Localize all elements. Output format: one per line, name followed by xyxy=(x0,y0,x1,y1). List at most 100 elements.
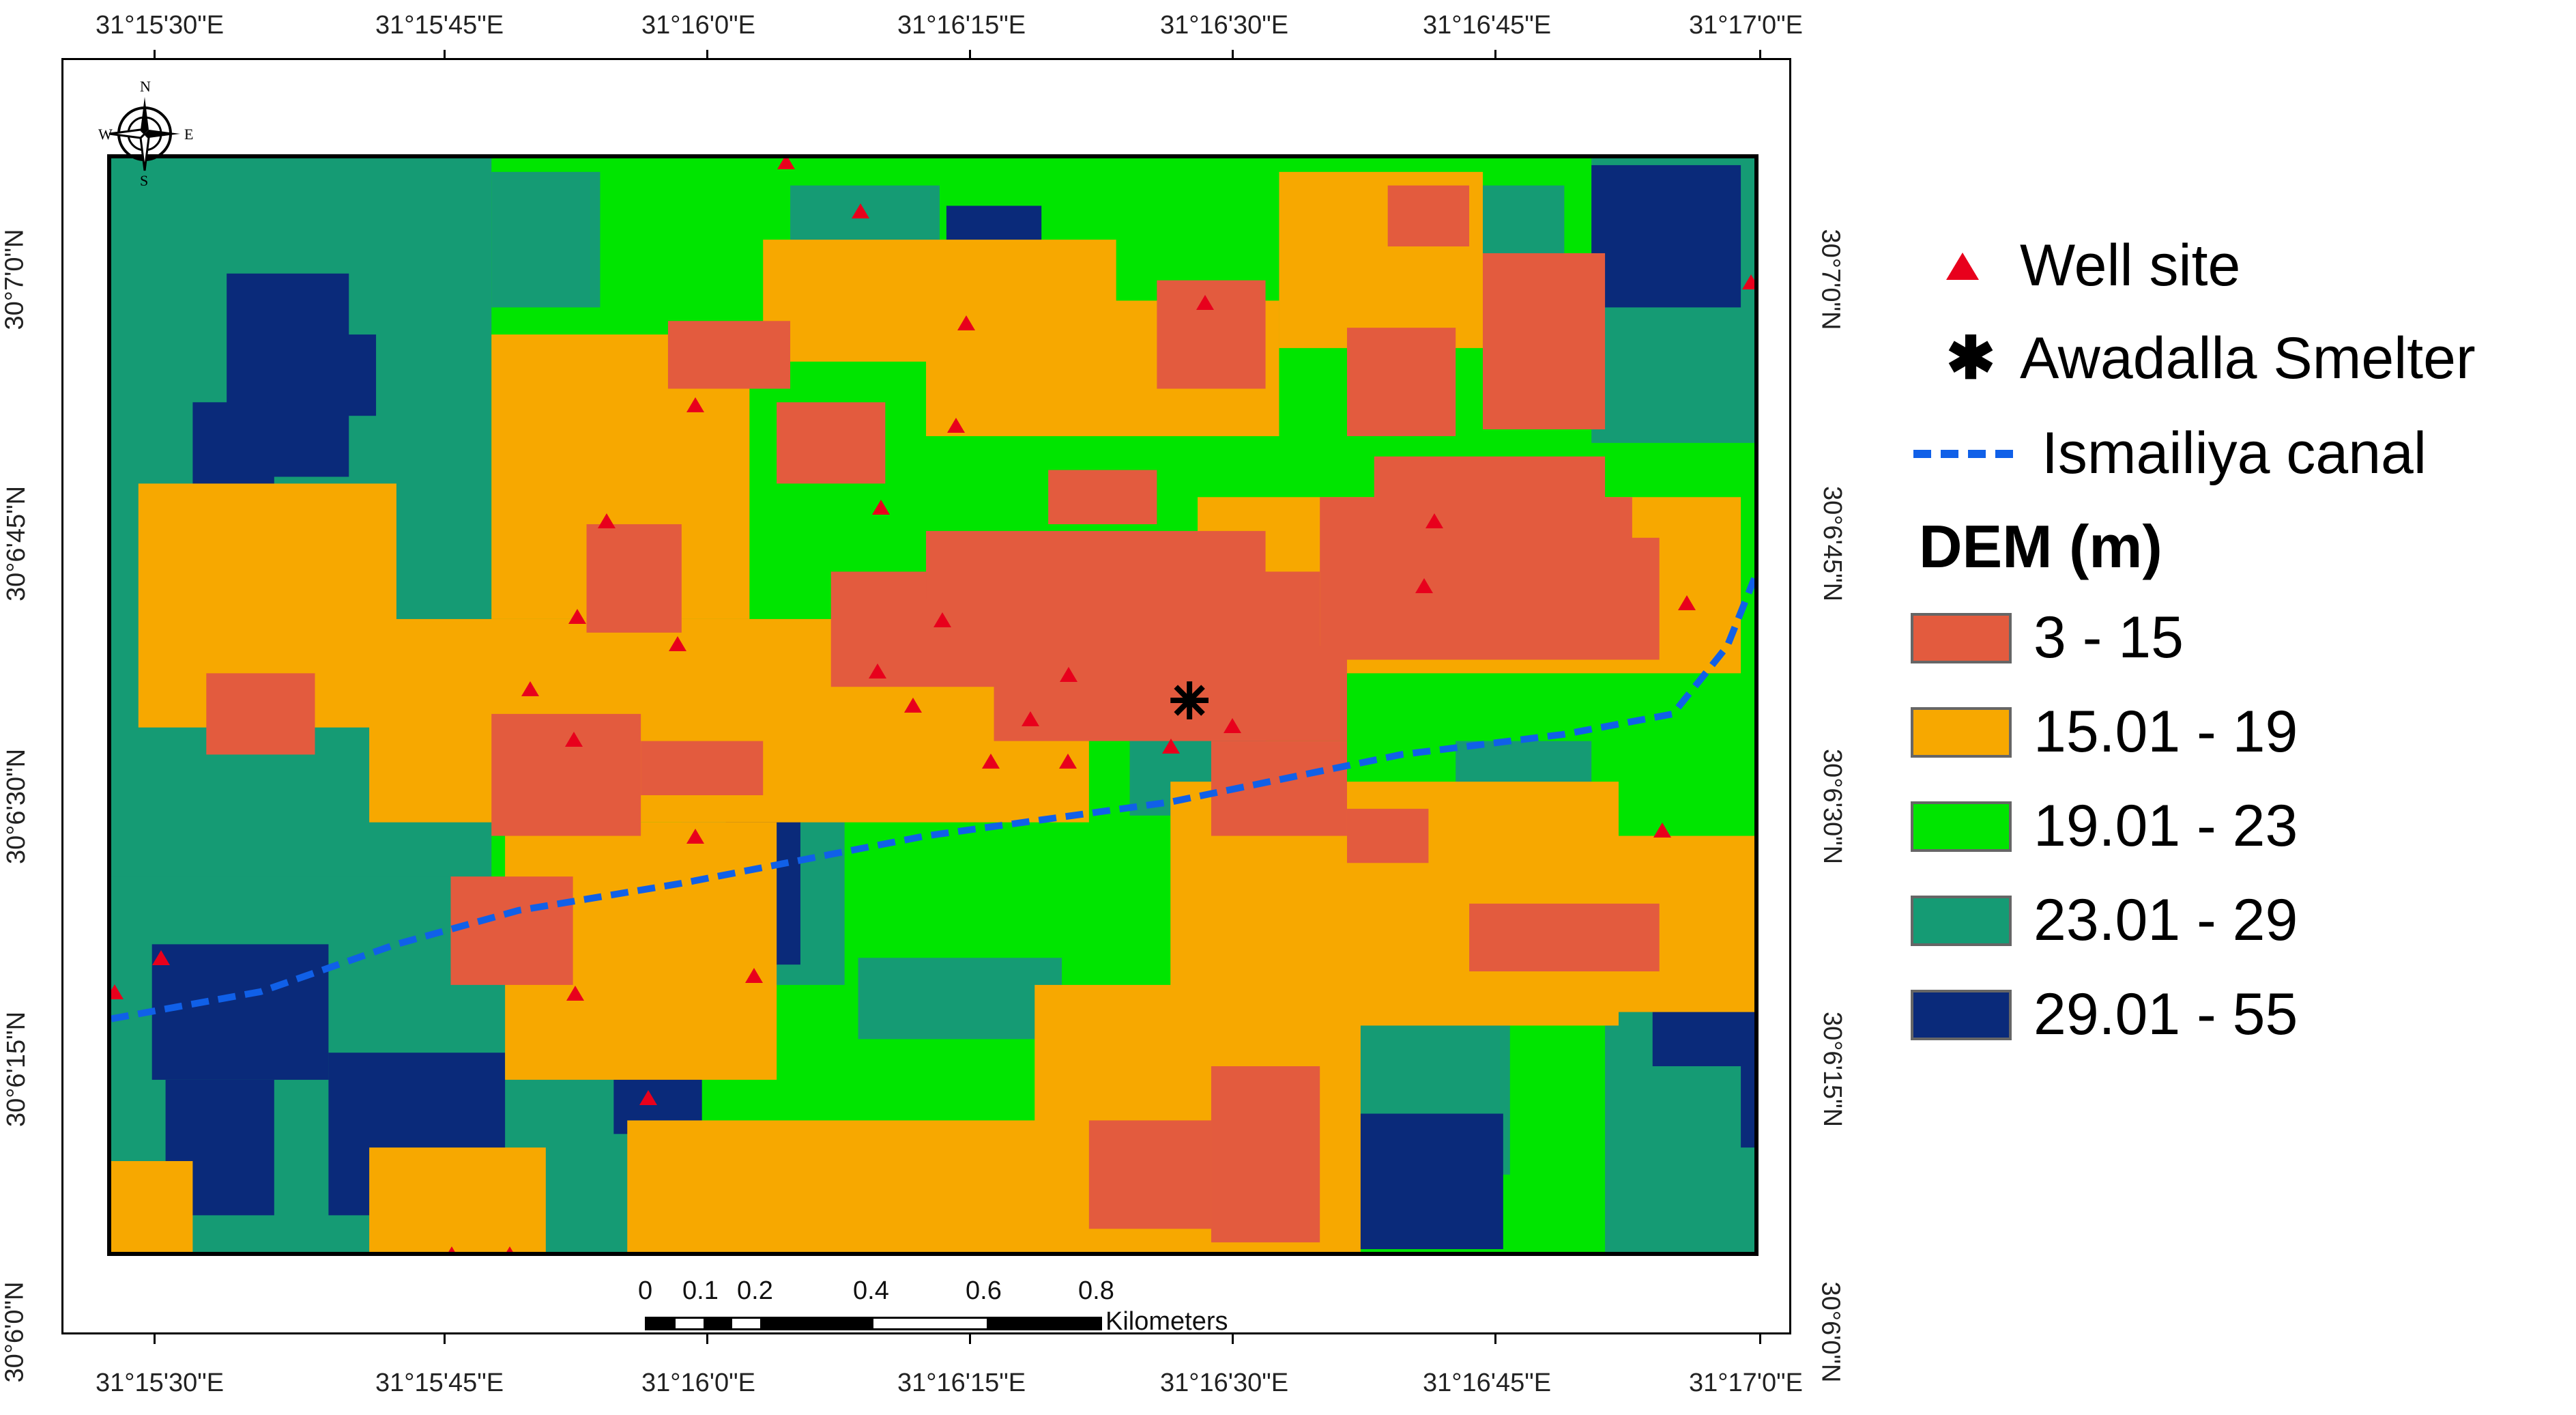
lon-label-bottom: 31°16'0"E xyxy=(641,1369,755,1397)
well-site-marker[interactable] xyxy=(1196,295,1214,310)
dem-map[interactable] xyxy=(107,154,1759,1256)
lat-label-right: 30°6'30"N xyxy=(1818,748,1847,865)
well-site-marker[interactable] xyxy=(934,612,951,627)
well-site-marker[interactable] xyxy=(565,732,583,747)
lon-label-bottom: 31°16'15"E xyxy=(897,1369,1026,1397)
lon-label-top: 31°17'0"E xyxy=(1689,11,1803,40)
legend-class-label: 15.01 - 19 xyxy=(2034,699,2298,764)
lon-label-bottom: 31°17'0"E xyxy=(1689,1369,1803,1397)
lon-label-bottom: 31°16'30"E xyxy=(1160,1369,1289,1397)
frame-tick xyxy=(154,50,156,59)
well-site-marker[interactable] xyxy=(1415,578,1433,593)
legend-swatch-29-55 xyxy=(1911,989,2012,1040)
frame-tick xyxy=(706,1334,708,1344)
well-site-icon xyxy=(1946,252,1979,280)
lon-label-bottom: 31°16'45"E xyxy=(1423,1369,1552,1397)
well-site-marker[interactable] xyxy=(686,397,704,412)
legend-dem-title: DEM (m) xyxy=(1919,513,2162,580)
legend-swatch-15-19 xyxy=(1911,706,2012,758)
well-site-marker[interactable] xyxy=(745,968,763,983)
legend-class-label: 19.01 - 23 xyxy=(2034,793,2298,859)
lon-label-top: 31°16'30"E xyxy=(1160,11,1289,40)
well-site-marker[interactable] xyxy=(669,636,686,651)
legend-class-label: 23.01 - 29 xyxy=(2034,887,2298,953)
legend-smelter: ✱ Awadalla Smelter xyxy=(1911,324,2476,392)
scale-tick-label: 0.8 xyxy=(1078,1276,1114,1305)
well-site-marker[interactable] xyxy=(111,984,124,999)
scale-tick-label: 0 xyxy=(638,1276,653,1305)
well-site-marker[interactable] xyxy=(869,663,886,678)
well-site-marker[interactable] xyxy=(1653,823,1671,838)
legend-dem-class: 19.01 - 23 xyxy=(1911,792,2298,860)
frame-tick xyxy=(969,1334,971,1344)
legend-dem-class: 3 - 15 xyxy=(1911,604,2184,672)
scale-unit-label: Kilometers xyxy=(1105,1307,1228,1336)
well-site-marker[interactable] xyxy=(1426,513,1443,528)
lat-label-left: 30°6'0"N xyxy=(0,1281,29,1383)
well-site-marker[interactable] xyxy=(598,513,616,528)
legend-class-label: 29.01 - 55 xyxy=(2034,982,2298,1047)
frame-tick xyxy=(1494,1334,1496,1344)
lon-label-bottom: 31°15'30"E xyxy=(96,1369,225,1397)
well-site-marker[interactable] xyxy=(521,681,539,696)
lon-label-top: 31°15'30"E xyxy=(96,11,225,40)
well-site-marker[interactable] xyxy=(1162,739,1180,754)
legend-smelter-label: Awadalla Smelter xyxy=(2020,325,2476,391)
well-site-marker[interactable] xyxy=(852,203,869,218)
well-site-marker[interactable] xyxy=(947,418,965,433)
well-site-marker[interactable] xyxy=(1059,754,1077,769)
east-label: E xyxy=(184,126,194,143)
canal-dash-icon xyxy=(1913,449,2017,458)
lon-label-top: 31°16'0"E xyxy=(641,11,755,40)
scale-tick-label: 0.1 xyxy=(682,1276,719,1305)
well-site-marker[interactable] xyxy=(1224,718,1241,733)
scale-tick-label: 0.4 xyxy=(853,1276,889,1305)
lat-label-left: 30°6'30"N xyxy=(2,748,31,865)
well-site-marker[interactable] xyxy=(1678,595,1696,610)
frame-tick xyxy=(706,50,708,59)
well-site-marker[interactable] xyxy=(639,1090,657,1105)
frame-tick xyxy=(1232,1334,1234,1344)
legend-dem-class: 23.01 - 29 xyxy=(1911,887,2298,954)
well-site-marker[interactable] xyxy=(1742,274,1754,289)
lat-label-right: 30°7'0"N xyxy=(1816,229,1845,330)
frame-tick xyxy=(1494,50,1496,59)
lat-label-left: 30°6'45"N xyxy=(2,485,31,602)
well-site-marker[interactable] xyxy=(872,500,890,515)
lat-label-right: 30°6'45"N xyxy=(1818,485,1847,602)
frame-tick xyxy=(1759,1334,1761,1344)
legend-class-label: 3 - 15 xyxy=(2034,605,2184,670)
legend-swatch-23-29 xyxy=(1911,895,2012,946)
lat-label-right: 30°6'0"N xyxy=(1816,1281,1845,1383)
well-site-marker[interactable] xyxy=(904,698,922,713)
smelter-asterisk-icon: ✱ xyxy=(1946,326,1996,391)
legend-canal: Ismailiya canal xyxy=(1911,420,2427,487)
lon-label-bottom: 31°15'45"E xyxy=(375,1369,504,1397)
legend-well-label: Well site xyxy=(2020,233,2241,298)
well-site-marker[interactable] xyxy=(777,158,795,169)
frame-tick xyxy=(1759,50,1761,59)
well-site-marker[interactable] xyxy=(568,609,586,624)
lat-label-right: 30°6'15"N xyxy=(1818,1011,1847,1128)
well-site-marker[interactable] xyxy=(1022,711,1039,726)
scale-tick-label: 0.6 xyxy=(966,1276,1002,1305)
well-site-marker[interactable] xyxy=(152,950,170,965)
scale-bar xyxy=(645,1317,1102,1330)
well-site-marker[interactable] xyxy=(443,1246,461,1252)
legend-dem-class: 15.01 - 19 xyxy=(1911,698,2298,766)
well-site-marker[interactable] xyxy=(957,315,975,330)
legend-swatch-3-15 xyxy=(1911,612,2012,663)
well-site-marker[interactable] xyxy=(1060,667,1077,682)
legend-swatch-19-23 xyxy=(1911,801,2012,852)
well-site-marker[interactable] xyxy=(501,1246,519,1252)
well-site-marker[interactable] xyxy=(982,754,1000,769)
lon-label-top: 31°15'45"E xyxy=(375,11,504,40)
awadalla-smelter-marker[interactable] xyxy=(1170,681,1209,719)
west-label: W xyxy=(98,126,113,143)
legend-dem-class: 29.01 - 55 xyxy=(1911,981,2298,1048)
frame-tick xyxy=(444,1334,446,1344)
lat-label-left: 30°6'15"N xyxy=(2,1011,31,1128)
well-site-marker[interactable] xyxy=(566,986,584,1001)
legend-canal-label: Ismailiya canal xyxy=(2042,420,2427,486)
well-site-marker[interactable] xyxy=(686,829,704,844)
